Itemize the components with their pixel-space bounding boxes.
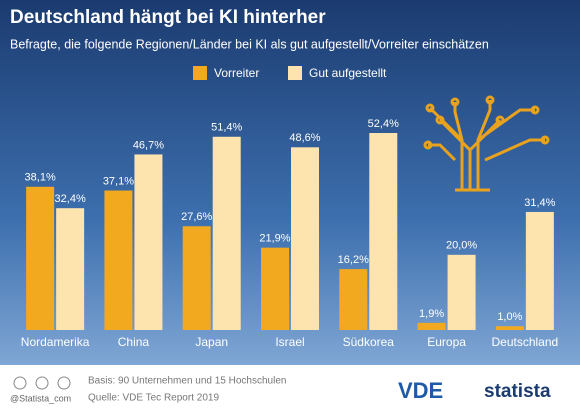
legend-label: Gut aufgestellt <box>309 66 387 80</box>
bar <box>417 322 446 330</box>
value-label: 32,4% <box>55 193 86 205</box>
value-label: 16,2% <box>338 254 369 266</box>
bar <box>495 326 524 330</box>
legend-swatch <box>193 66 207 80</box>
bar <box>261 247 289 330</box>
background <box>0 0 580 365</box>
x-tick-label: Nordamerika <box>21 335 90 349</box>
x-tick-label: China <box>118 335 150 349</box>
value-label: 20,0% <box>446 240 477 252</box>
value-label: 37,1% <box>103 175 134 187</box>
value-label: 51,4% <box>211 122 242 134</box>
x-tick-label: Israel <box>275 335 304 349</box>
footer-band <box>0 365 580 413</box>
bar <box>291 147 319 330</box>
value-label: 38,1% <box>25 172 56 184</box>
bar <box>182 226 211 330</box>
bar <box>525 211 554 330</box>
chart-subtitle: Befragte, die folgende Regionen/Länder b… <box>10 37 489 51</box>
value-label: 27,6% <box>181 211 212 223</box>
source: Quelle: VDE Tec Report 2019 <box>88 393 219 404</box>
bar <box>104 190 133 330</box>
circuit-icon <box>423 95 550 192</box>
value-label: 1,0% <box>497 311 522 323</box>
footer-icons <box>13 376 71 390</box>
bar <box>447 254 476 330</box>
logo-statista: statista <box>484 381 551 402</box>
legend-label: Vorreiter <box>214 66 259 80</box>
bar <box>134 154 163 330</box>
value-label: 1,9% <box>419 308 444 320</box>
bar <box>212 136 241 330</box>
logo-vde: VDE <box>398 378 443 403</box>
value-label: 46,7% <box>133 139 164 151</box>
chart-title: Deutschland hängt bei KI hinterher <box>10 7 326 28</box>
x-tick-label: Europa <box>427 335 466 349</box>
legend-swatch <box>288 66 302 80</box>
x-tick-label: Japan <box>195 335 228 349</box>
credit: @Statista_com <box>10 393 71 403</box>
value-label: 52,4% <box>368 118 399 130</box>
value-label: 21,9% <box>259 233 290 245</box>
bar <box>369 133 398 330</box>
value-label: 48,6% <box>289 132 320 144</box>
bar <box>339 269 368 330</box>
bar <box>26 186 55 330</box>
bar <box>56 208 85 330</box>
x-tick-label: Südkorea <box>343 335 395 349</box>
basis: Basis: 90 Unternehmen und 15 Hochschulen <box>88 376 286 387</box>
x-tick-label: Deutschland <box>491 335 558 349</box>
value-label: 31,4% <box>524 197 555 209</box>
